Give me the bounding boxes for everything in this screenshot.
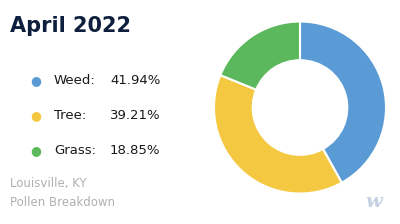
Text: Weed:: Weed: [54, 74, 96, 87]
Wedge shape [300, 22, 386, 183]
Text: April 2022: April 2022 [10, 16, 131, 36]
Wedge shape [214, 75, 342, 194]
Text: w: w [365, 193, 382, 211]
Text: 41.94%: 41.94% [110, 74, 160, 87]
Text: ●: ● [30, 74, 42, 87]
Text: 39.21%: 39.21% [110, 109, 161, 122]
Text: Tree:: Tree: [54, 109, 86, 122]
Text: Grass:: Grass: [54, 144, 96, 157]
Text: 18.85%: 18.85% [110, 144, 160, 157]
Text: ●: ● [30, 144, 42, 157]
Text: Louisville, KY
Pollen Breakdown: Louisville, KY Pollen Breakdown [10, 177, 115, 209]
Text: ●: ● [30, 109, 42, 122]
Wedge shape [220, 22, 300, 90]
